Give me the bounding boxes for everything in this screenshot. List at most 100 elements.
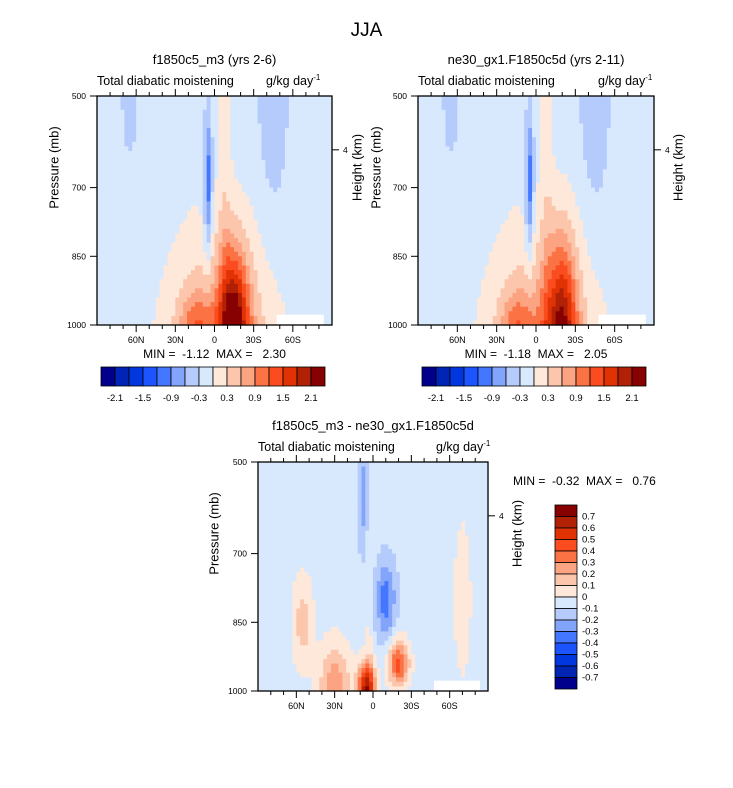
contour-cell [234,297,239,303]
contour-cell [281,210,286,216]
contour-cell [445,201,451,207]
contour-cell [241,123,247,129]
contour-cell [457,201,462,207]
contour-cell [210,260,216,267]
contour-cell [194,118,200,125]
contour-cell [120,260,126,267]
contour-cell [147,302,153,308]
contour-cell [508,260,513,267]
contour-cell [124,302,129,308]
contour-cell [179,215,184,221]
contour-cell [492,146,498,152]
contour-cell [316,260,321,267]
contour-cell [281,201,286,207]
contour-cell [120,96,126,102]
contour-cell [245,274,251,280]
contour-cell [508,150,513,157]
contour-cell [512,315,517,322]
contour-cell [433,251,439,257]
contour-cell [437,256,443,262]
contour-cell [532,279,537,285]
contour-cell [328,105,333,111]
contour-cell [477,242,482,248]
contour-cell [453,169,458,175]
contour-cell [465,288,470,294]
panel3-units-base: g/kg day [436,440,484,455]
contour-cell [257,160,263,166]
contour-cell [496,141,502,147]
contour-cell [520,306,525,312]
contour-cell [273,100,278,106]
contour-cell [198,260,204,267]
contour-cell [198,224,204,230]
contour-cell [167,109,173,115]
contour-cell [477,118,482,125]
contour-cell [292,173,298,180]
contour-cell [234,315,239,322]
contour-cell [245,150,251,157]
contour-cell [508,224,513,230]
contour-cell [97,265,102,271]
contour-cell [504,173,510,180]
contour-cell [418,247,423,253]
contour-cell [555,311,561,317]
contour-cell [136,247,141,253]
contour-cell [112,187,118,193]
contour-cell [524,132,529,138]
contour-cell [198,132,204,138]
contour-cell [477,247,482,253]
panel3-min-label: MIN = [513,474,546,488]
contour-cell [179,224,184,230]
contour-cell [136,288,141,294]
contour-cell [555,118,561,125]
contour-cell [296,132,302,138]
contour-cell [461,274,466,280]
contour-cell [449,260,454,267]
contour-cell [175,178,180,184]
contour-cell [171,183,176,189]
contour-cell [516,242,521,248]
contour-cell [179,183,184,189]
contour-cell [308,173,314,180]
contour-cell [328,279,333,285]
contour-cell [257,251,263,257]
contour-cell [512,178,517,184]
contour-cell [132,169,137,175]
contour-cell [241,251,247,257]
contour-cell [524,283,529,289]
contour-cell [97,109,102,115]
contour-cell [147,183,153,189]
contour-cell [112,105,118,111]
contour-cell [257,96,263,102]
contour-cell [418,183,423,189]
contour-cell [516,155,521,161]
contour-cell [457,141,462,147]
contour-cell [206,169,212,175]
contour-cell [477,178,482,184]
contour-cell [155,105,161,111]
contour-cell [492,196,498,202]
contour-cell [245,237,251,244]
contour-cell [234,128,239,134]
contour-cell [288,306,294,312]
contour-cell [484,137,490,143]
contour-cell [104,224,110,230]
contour-cell [249,192,255,198]
contour-cell [418,237,423,244]
contour-cell [214,210,220,216]
contour-cell [147,118,153,125]
contour-cell [484,141,490,147]
contour-cell [551,105,557,111]
contour-cell [421,109,427,115]
contour-cell [508,96,513,102]
contour-cell [257,288,263,294]
contour-cell [128,233,133,239]
contour-cell [543,302,549,308]
contour-cell [304,160,310,166]
contour-cell [524,118,529,125]
contour-cell [171,274,176,280]
contour-cell [551,160,557,166]
contour-cell [457,237,462,244]
contour-cell [281,100,286,106]
contour-cell [194,265,200,271]
